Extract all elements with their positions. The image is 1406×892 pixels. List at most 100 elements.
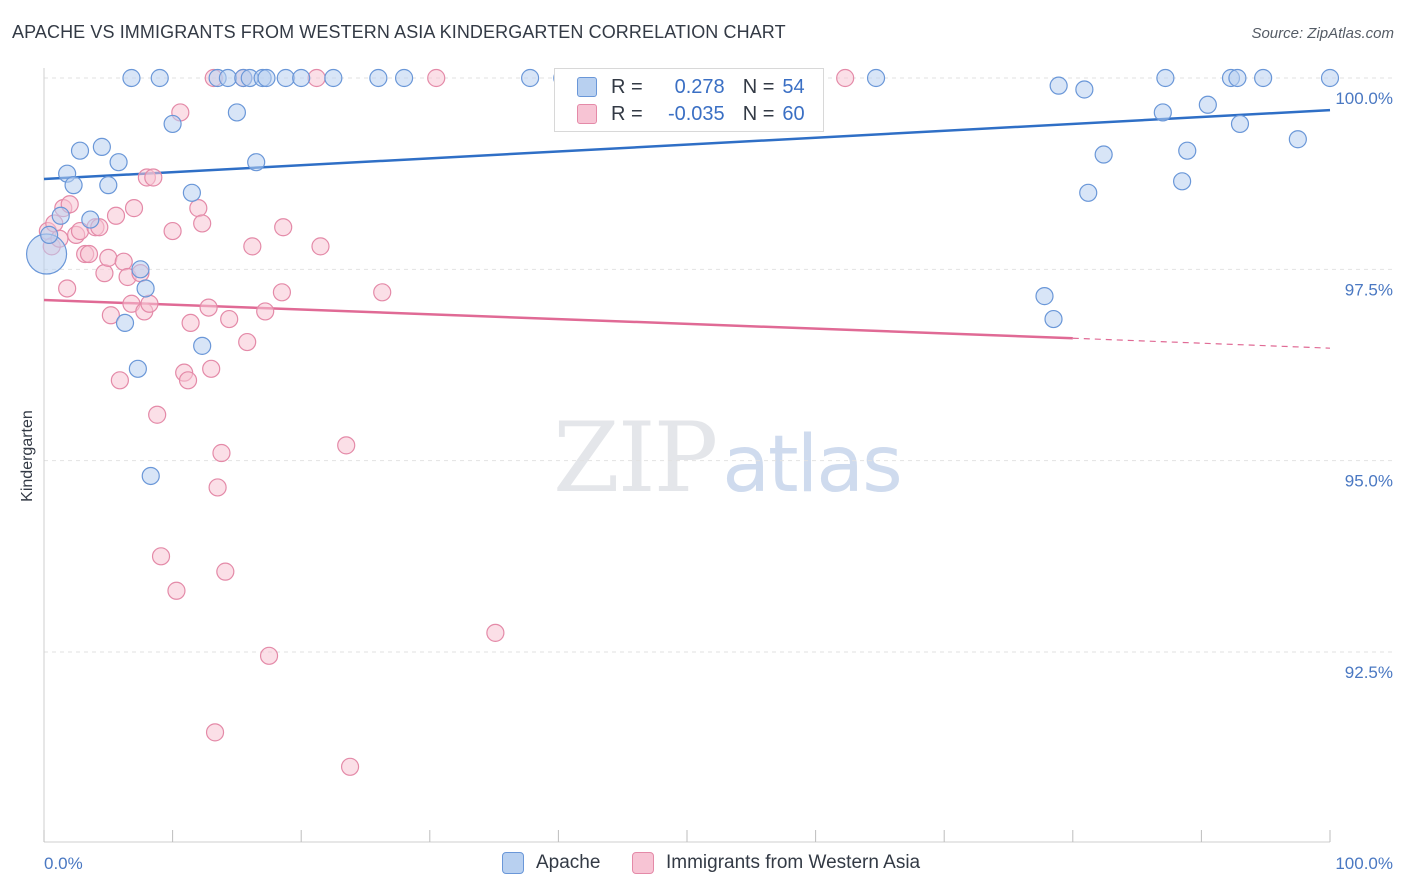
apache-point (1153, 103, 1172, 122)
apache-point (394, 68, 414, 88)
apache-point (227, 103, 246, 122)
apache-point (64, 176, 83, 195)
x-tick-label: 0.0% (44, 854, 83, 873)
legend-row-apache: R = 0.278 N = 54 (577, 74, 805, 100)
apache-point (1173, 172, 1192, 191)
legend-swatch-apache (577, 77, 597, 97)
western-asia-point (199, 298, 218, 317)
western-asia-point (178, 371, 198, 390)
legend-r-label: R = (611, 102, 643, 125)
legend-r-value-western-asia: -0.035 (667, 102, 725, 125)
legend-r-value-apache: 0.278 (674, 75, 725, 98)
apache-point (193, 336, 212, 355)
apache-point (1288, 130, 1307, 149)
bottom-legend-swatch-western-asia (632, 852, 654, 874)
apache-point (866, 68, 886, 88)
apache-point (1035, 287, 1054, 306)
western-asia-point (274, 218, 293, 237)
legend-n-label: N = (742, 102, 775, 125)
western-asia-point (373, 283, 392, 302)
apache-point (131, 260, 150, 279)
apache-point (1320, 68, 1340, 88)
western-asia-point (99, 248, 118, 267)
apache-point (1156, 68, 1175, 88)
bottom-legend-western-asia: Immigrants from Western Asia (632, 852, 920, 874)
apache-point (1198, 95, 1217, 114)
apache-point (1228, 68, 1247, 88)
apache-point (81, 210, 100, 229)
grid-lines (44, 77, 1395, 653)
legend-swatch-western-asia (577, 104, 597, 124)
bottom-legend-label-western-asia: Immigrants from Western Asia (666, 852, 921, 873)
western-asia-point (272, 283, 292, 302)
x-tick-label: 100.0% (1335, 854, 1393, 873)
western-asia-point (337, 436, 356, 455)
legend-r-label: R = (611, 75, 643, 98)
apache-point (1079, 183, 1098, 202)
watermark-atlas: atlas (722, 420, 902, 510)
apache-point (115, 313, 135, 333)
apache-point (40, 225, 59, 244)
western-asia-point (140, 294, 159, 313)
apache-point (109, 153, 128, 172)
western-asia-point (427, 68, 446, 88)
western-asia-point (106, 206, 126, 225)
y-tick-label: 92.5% (1345, 663, 1393, 682)
western-asia-point (167, 581, 186, 600)
western-asia-point (202, 359, 221, 378)
apache-point (141, 466, 160, 486)
chart-source: Source: ZipAtlas.com (1251, 25, 1394, 42)
western-asia-trend-extension (1072, 337, 1331, 349)
western-asia-point (148, 405, 167, 424)
apache-point (92, 137, 111, 156)
western-asia-point (243, 237, 262, 256)
western-asia-point (181, 313, 200, 333)
apache-point (247, 153, 266, 172)
western-asia-point (212, 443, 231, 463)
western-asia-point (220, 309, 239, 329)
apache-point (99, 176, 118, 195)
apache-point (1049, 76, 1068, 95)
western-asia-point (307, 68, 326, 88)
western-asia-point (208, 478, 227, 497)
y-axis-label: Kindergarten (19, 410, 36, 502)
western-asia-point (124, 199, 144, 218)
western-asia-point (110, 371, 129, 390)
apache-point (324, 68, 343, 88)
apache-point (51, 206, 70, 225)
western-asia-point (216, 562, 235, 581)
bottom-legend-swatch-apache (502, 852, 524, 874)
stats-legend: R = 0.278 N = 54 R = -0.035 N = 60 (554, 68, 824, 132)
data-points (25, 68, 1340, 776)
apache-point (1044, 309, 1063, 329)
apache-point (70, 141, 90, 160)
apache-point (1075, 80, 1094, 99)
apache-point (257, 68, 276, 88)
tick-labels: 92.5% 95.0% 97.5% 100.0% 0.0% 100.0% (44, 89, 1393, 873)
legend-row-western-asia: R = -0.035 N = 60 (577, 101, 805, 127)
apache-point (1254, 68, 1273, 88)
legend-n-value-western-asia: 60 (782, 102, 805, 125)
western-asia-point (256, 302, 275, 321)
y-tick-label: 95.0% (1345, 472, 1393, 491)
western-asia-point (114, 252, 133, 271)
western-asia-point (58, 279, 77, 298)
western-asia-point (163, 221, 182, 241)
apache-point (369, 68, 388, 88)
apache-point (122, 68, 141, 88)
y-tick-label: 100.0% (1335, 89, 1393, 108)
western-asia-point (193, 214, 212, 233)
apache-point (136, 279, 155, 298)
apache-point (163, 114, 182, 134)
watermark: ZIPatlas (553, 402, 903, 514)
apache-point (150, 68, 169, 88)
chart-title: APACHE VS IMMIGRANTS FROM WESTERN ASIA K… (12, 22, 786, 42)
western-asia-point (238, 332, 257, 352)
apache-point (1178, 141, 1197, 160)
apache-point (1230, 114, 1250, 134)
apache-point (276, 68, 295, 88)
western-asia-point (836, 68, 855, 88)
western-asia-point (259, 646, 279, 665)
western-asia-point (189, 199, 208, 218)
